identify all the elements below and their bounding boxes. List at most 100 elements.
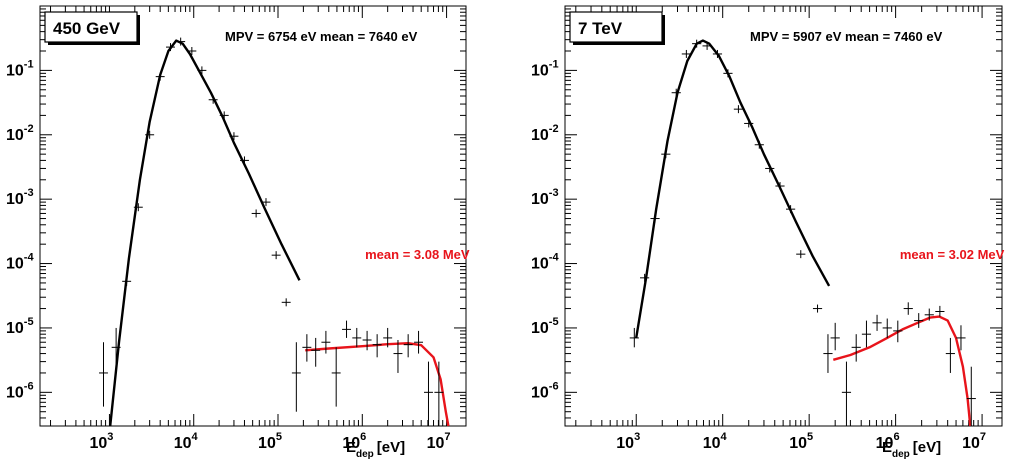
data-point <box>239 156 249 165</box>
data-point <box>145 130 155 139</box>
x-tick-exponent: 4 <box>721 431 728 443</box>
y-tick-mantissa: 10 <box>531 320 549 337</box>
data-point <box>383 327 393 348</box>
y-tick-label: 10-6 <box>6 380 34 401</box>
x-tick-label: 105 <box>789 431 813 452</box>
y-tick-exponent: -5 <box>24 316 34 328</box>
data-point <box>754 140 764 149</box>
data-point <box>424 361 433 426</box>
data-point <box>629 327 639 348</box>
data-point <box>403 334 413 358</box>
data-point <box>914 313 924 328</box>
y-tick-mantissa: 10 <box>531 384 549 401</box>
x-tick-exponent: 4 <box>192 431 199 443</box>
y-tick-label: 10-3 <box>531 187 559 208</box>
data-point <box>893 320 903 343</box>
data-point <box>166 43 175 52</box>
x-axis-title: Edep [eV] <box>346 439 405 460</box>
x-tick-label: 107 <box>427 431 451 452</box>
x-tick-exponent: 6 <box>893 431 899 443</box>
data-point <box>133 203 143 212</box>
x-tick-exponent: 3 <box>634 431 640 443</box>
data-point <box>352 327 362 348</box>
y-tick-mantissa: 10 <box>6 62 24 79</box>
data-point <box>956 325 966 351</box>
data-point <box>229 132 239 141</box>
x-axis-unit: [eV] <box>913 439 941 456</box>
data-point <box>155 72 165 81</box>
data-point <box>830 322 840 351</box>
y-tick-label: 10-4 <box>531 252 559 273</box>
x-tick-label: 103 <box>89 431 113 452</box>
data-point <box>321 330 331 354</box>
x-tick-label: 104 <box>703 431 728 452</box>
y-tick-exponent: -2 <box>24 123 34 135</box>
plot-frame <box>564 5 1003 427</box>
label-box <box>569 11 663 43</box>
y-tick-exponent: -4 <box>24 252 35 264</box>
data-point <box>823 334 833 373</box>
data-point <box>712 49 723 58</box>
data-point <box>723 69 733 78</box>
landau-fit-curve <box>109 39 301 427</box>
data-point <box>702 41 712 50</box>
data-point <box>251 209 261 218</box>
y-tick-mantissa: 10 <box>531 62 549 79</box>
mpv-mean-annotation: MPV = 5907 eV mean = 7460 eV <box>750 29 943 44</box>
data-point <box>302 334 312 362</box>
x-tick-mantissa: 10 <box>342 435 360 452</box>
data-point <box>414 330 424 354</box>
data-point <box>775 182 785 191</box>
data-point <box>882 318 892 338</box>
x-tick-mantissa: 10 <box>89 435 107 452</box>
y-tick-mantissa: 10 <box>6 384 24 401</box>
data-point <box>393 339 403 373</box>
y-tick-exponent: -3 <box>24 187 34 199</box>
data-point <box>99 342 108 407</box>
x-tick-exponent: 5 <box>807 431 813 443</box>
y-tick-exponent: -4 <box>549 252 560 264</box>
x-tick-exponent: 7 <box>444 431 450 443</box>
data-point <box>861 320 872 348</box>
y-tick-mantissa: 10 <box>531 191 549 208</box>
x-tick-exponent: 3 <box>107 431 113 443</box>
label-box <box>44 11 138 43</box>
data-point <box>122 276 132 286</box>
x-tick-mantissa: 10 <box>258 435 276 452</box>
data-point <box>841 361 852 426</box>
x-axis-subscript: dep <box>892 449 910 460</box>
data-point <box>744 119 754 128</box>
data-point <box>661 150 671 159</box>
y-tick-label: 10-6 <box>531 380 559 401</box>
y-tick-exponent: -3 <box>549 187 559 199</box>
y-tick-exponent: -2 <box>549 123 559 135</box>
x-tick-mantissa: 10 <box>616 435 634 452</box>
y-tick-label: 10-3 <box>6 187 34 208</box>
x-tick-mantissa: 10 <box>703 435 721 452</box>
y-tick-exponent: -1 <box>549 58 559 70</box>
mpv-mean-annotation: MPV = 6754 eV mean = 7640 eV <box>225 29 418 44</box>
data-point <box>187 47 197 56</box>
data-point <box>311 337 321 367</box>
x-tick-label: 105 <box>258 431 282 452</box>
landau-fit-curve <box>635 39 831 339</box>
data-point <box>786 205 796 214</box>
y-tick-mantissa: 10 <box>6 320 24 337</box>
data-point <box>372 334 382 358</box>
data-point <box>281 298 291 307</box>
y-tick-label: 10-4 <box>6 252 34 273</box>
data-point <box>111 327 121 367</box>
panel-7tev: 103 104 105 106 10710-610-510-410-310-210-1E… <box>531 5 1005 460</box>
data-point <box>176 37 186 46</box>
data-point <box>851 334 861 362</box>
data-point <box>935 305 945 317</box>
x-tick-mantissa: 10 <box>174 435 192 452</box>
x-tick-exponent: 5 <box>276 431 282 443</box>
x-tick-exponent: 6 <box>360 431 366 443</box>
x-tick-label: 103 <box>616 431 640 452</box>
y-tick-label: 10-5 <box>6 316 34 337</box>
x-tick-mantissa: 10 <box>962 435 980 452</box>
data-point <box>650 214 660 223</box>
x-tick-mantissa: 10 <box>876 435 894 452</box>
tail-fit-curve <box>305 342 450 427</box>
